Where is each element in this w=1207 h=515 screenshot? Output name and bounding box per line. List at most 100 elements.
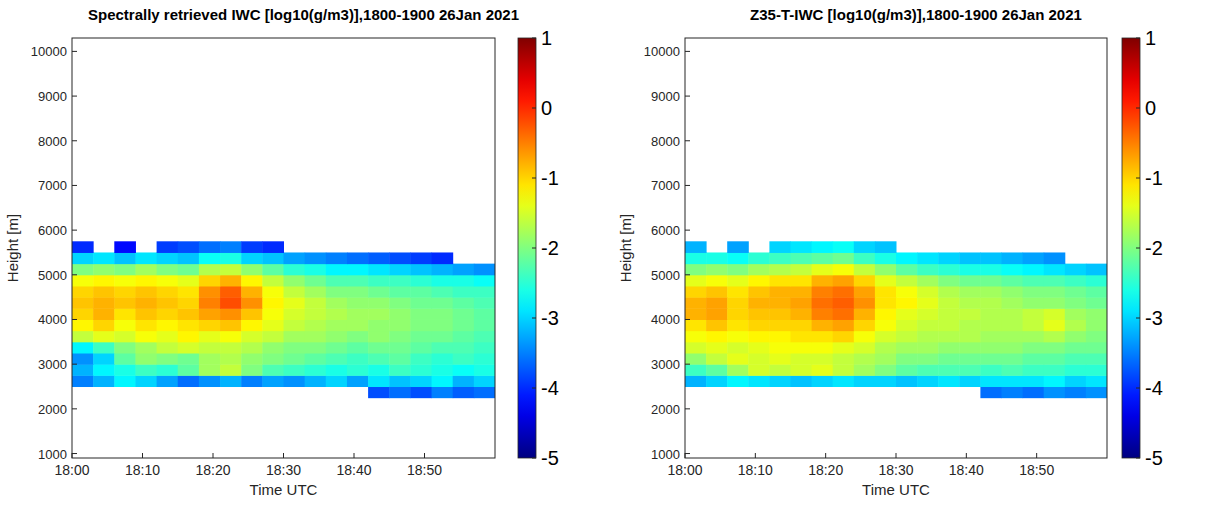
colorbar-tick-label: -5 <box>541 447 559 469</box>
cell <box>685 241 707 253</box>
cell <box>1065 275 1087 287</box>
cell <box>1002 275 1024 287</box>
cell <box>896 342 918 354</box>
cell <box>791 375 813 387</box>
cell <box>347 264 369 276</box>
cell <box>769 241 791 253</box>
y-tick <box>685 319 690 320</box>
cell <box>875 252 897 264</box>
cell <box>896 319 918 331</box>
colorbar-tick <box>532 38 536 39</box>
cell <box>326 297 348 309</box>
colorbar-tick <box>1136 108 1140 109</box>
cell <box>284 308 306 320</box>
cell <box>93 375 115 387</box>
cell <box>305 319 327 331</box>
x-tick-label: 18:30 <box>266 462 301 478</box>
cell <box>262 252 284 264</box>
cell <box>157 319 179 331</box>
cell <box>241 375 263 387</box>
cell <box>1044 264 1066 276</box>
cell <box>854 252 876 264</box>
cell <box>1044 342 1066 354</box>
cell <box>347 342 369 354</box>
cell <box>178 241 200 253</box>
cell <box>453 275 475 287</box>
y-tick-label: 7000 <box>651 178 680 193</box>
cell <box>241 252 263 264</box>
cell <box>1002 342 1024 354</box>
cell <box>220 331 242 343</box>
cell <box>769 342 791 354</box>
cell <box>1065 342 1087 354</box>
cell <box>157 297 179 309</box>
y-tick <box>72 140 77 141</box>
cell <box>93 342 115 354</box>
y-tick <box>72 230 77 231</box>
cell <box>875 331 897 343</box>
cell <box>241 342 263 354</box>
y-tick <box>72 51 77 52</box>
cell <box>1044 297 1066 309</box>
cell <box>748 297 770 309</box>
cell <box>474 364 495 376</box>
cell <box>748 319 770 331</box>
cell <box>1086 297 1107 309</box>
cell <box>706 252 728 264</box>
cell <box>1023 375 1045 387</box>
cell <box>896 331 918 343</box>
cell <box>980 297 1002 309</box>
y-tick <box>72 364 77 365</box>
cell <box>114 297 136 309</box>
cell <box>875 286 897 298</box>
cell <box>769 252 791 264</box>
y-tick-label: 5000 <box>38 268 67 283</box>
title: Spectrally retrieved IWC [log10(g/m3)],1… <box>88 6 519 23</box>
cell <box>917 286 939 298</box>
cell <box>135 252 157 264</box>
cell <box>685 331 707 343</box>
y-tick-label: 8000 <box>651 134 680 149</box>
cell <box>917 297 939 309</box>
cell <box>854 375 876 387</box>
y-tick <box>72 274 77 275</box>
cell <box>432 308 454 320</box>
cell <box>875 353 897 365</box>
cell <box>685 252 707 264</box>
cell <box>812 252 834 264</box>
cell <box>410 264 432 276</box>
cell <box>1065 264 1087 276</box>
cell <box>326 353 348 365</box>
figure: 18:0018:1018:2018:3018:4018:501000200030… <box>0 0 1207 515</box>
x-tick-label: 18:50 <box>1019 462 1054 478</box>
cell <box>685 264 707 276</box>
x-tick <box>424 453 425 458</box>
cell <box>93 286 115 298</box>
cell <box>875 342 897 354</box>
cell <box>769 364 791 376</box>
cell <box>72 331 94 343</box>
cell <box>453 375 475 387</box>
cell <box>833 297 855 309</box>
cell <box>305 297 327 309</box>
cell <box>178 264 200 276</box>
cell <box>1044 387 1066 399</box>
cell <box>178 275 200 287</box>
cell <box>157 275 179 287</box>
cell <box>157 331 179 343</box>
cell <box>220 353 242 365</box>
cell <box>1086 364 1107 376</box>
cell <box>220 342 242 354</box>
cell <box>980 252 1002 264</box>
cell <box>284 297 306 309</box>
cell <box>326 364 348 376</box>
y-tick <box>685 185 690 186</box>
cell <box>178 342 200 354</box>
cell <box>812 308 834 320</box>
cell <box>812 331 834 343</box>
cell <box>474 331 495 343</box>
cell <box>854 275 876 287</box>
x-tick-label: 18:30 <box>878 462 913 478</box>
cell <box>135 308 157 320</box>
cell <box>93 252 115 264</box>
